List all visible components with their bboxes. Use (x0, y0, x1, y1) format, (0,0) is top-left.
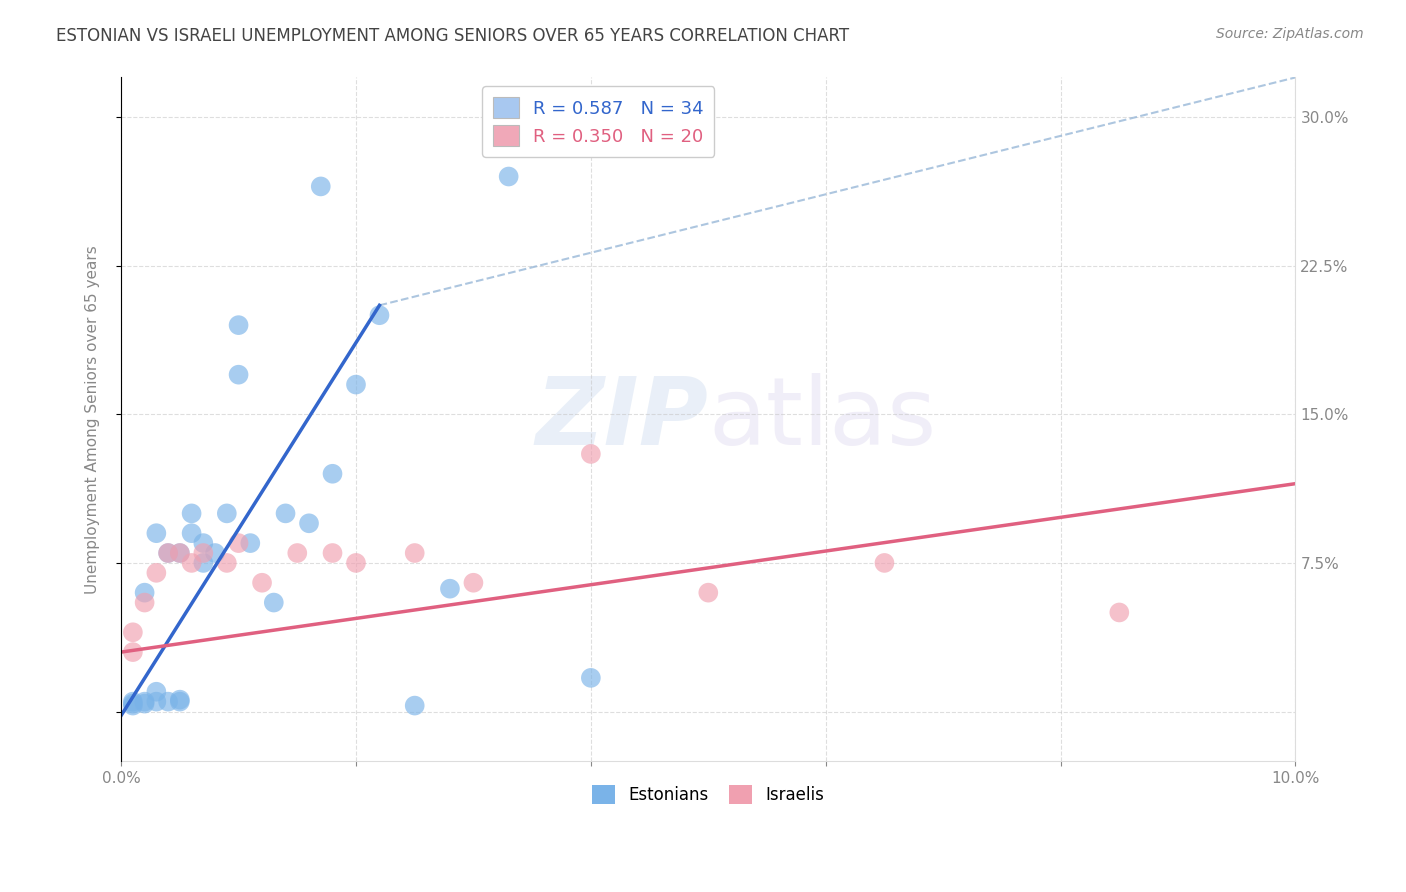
Point (145, 526, 167, 541)
Point (250, 575, 273, 590)
Point (145, 566, 167, 580)
Point (157, 546, 180, 560)
Point (122, 697, 145, 711)
Point (228, 318, 250, 333)
Point (169, 546, 191, 560)
Point (579, 671, 602, 685)
Point (439, 582, 461, 596)
Point (169, 692, 191, 706)
Point (298, 516, 321, 531)
Point (274, 507, 297, 521)
Point (344, 556, 367, 570)
Point (579, 447, 602, 461)
Point (122, 625, 145, 640)
Point (309, 179, 332, 194)
Point (180, 507, 202, 521)
Point (873, 556, 896, 570)
Point (180, 556, 202, 570)
Point (122, 698, 145, 713)
Point (193, 556, 215, 570)
Point (169, 695, 191, 709)
Point (145, 695, 167, 709)
Point (157, 546, 180, 560)
Point (344, 377, 367, 392)
Point (368, 308, 391, 322)
Point (228, 536, 250, 550)
Text: ZIP: ZIP (536, 373, 709, 466)
Point (169, 546, 191, 560)
Point (404, 698, 426, 713)
Point (228, 368, 250, 382)
Point (498, 169, 520, 184)
Point (463, 575, 485, 590)
Text: atlas: atlas (709, 373, 936, 466)
Point (239, 536, 262, 550)
Point (134, 695, 156, 709)
Point (193, 536, 215, 550)
Point (215, 556, 238, 570)
Point (404, 546, 426, 560)
Point (180, 526, 202, 541)
Y-axis label: Unemployment Among Seniors over 65 years: Unemployment Among Seniors over 65 years (86, 245, 100, 594)
Point (193, 546, 215, 560)
Point (157, 695, 180, 709)
Point (134, 585, 156, 599)
Legend: Estonians, Israelis: Estonians, Israelis (582, 775, 835, 814)
Point (145, 684, 167, 698)
Point (321, 467, 343, 481)
Point (204, 546, 226, 560)
Point (321, 546, 343, 560)
Point (285, 546, 308, 560)
Point (122, 695, 145, 709)
Point (215, 507, 238, 521)
Point (263, 596, 285, 610)
Text: Source: ZipAtlas.com: Source: ZipAtlas.com (1216, 27, 1364, 41)
Point (134, 596, 156, 610)
Point (1108, 606, 1130, 620)
Text: ESTONIAN VS ISRAELI UNEMPLOYMENT AMONG SENIORS OVER 65 YEARS CORRELATION CHART: ESTONIAN VS ISRAELI UNEMPLOYMENT AMONG S… (56, 27, 849, 45)
Point (134, 697, 156, 711)
Point (697, 585, 720, 599)
Point (122, 645, 145, 659)
